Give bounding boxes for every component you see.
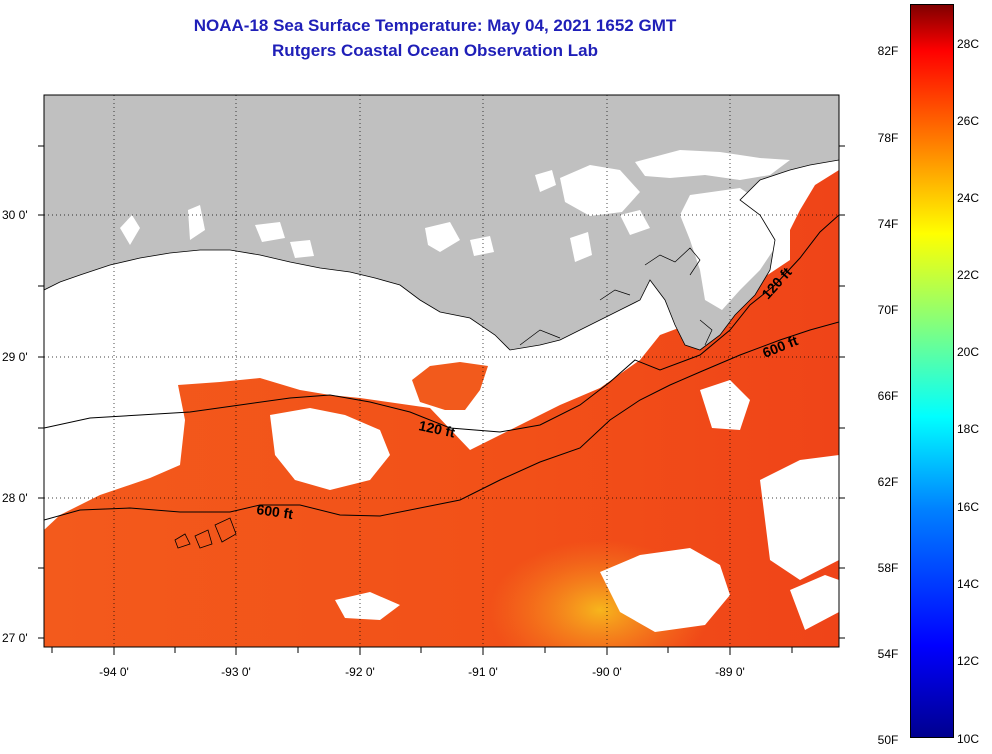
colorbar-f-label: 50F <box>877 733 899 747</box>
colorbar-f-label: 54F <box>877 647 899 661</box>
cloud-hole <box>760 455 839 580</box>
colorbar-c-label: 22C <box>956 268 979 282</box>
lon-tick-label: -92 0' <box>345 665 375 679</box>
marsh-detail <box>519 247 713 346</box>
lat-tick-label: 28 0' <box>2 491 28 505</box>
lat-tick-label: 30 0' <box>2 208 28 222</box>
cloud-hole <box>600 548 730 632</box>
colorbar-c-label: 18C <box>956 422 979 436</box>
colorbar-c-label: 14C <box>956 577 979 591</box>
map-frame <box>43 94 840 648</box>
colorbar-f-label: 78F <box>877 131 899 145</box>
lake <box>255 222 285 242</box>
colorbar-c-label: 24C <box>956 191 979 205</box>
temperature-colorbar <box>910 4 954 738</box>
lake <box>188 205 205 240</box>
lake <box>470 236 494 256</box>
graticule <box>44 95 839 647</box>
lon-tick-label: -91 0' <box>468 665 498 679</box>
colorbar-c-label: 28C <box>956 37 979 51</box>
lat-tick-label: 27 0' <box>2 631 28 645</box>
lake <box>635 150 790 180</box>
colorbar-f-label: 58F <box>877 561 899 575</box>
colorbar-f-label: 66F <box>877 389 899 403</box>
lon-tick-label: -94 0' <box>99 665 129 679</box>
cloud-hole <box>270 408 390 490</box>
lake <box>425 222 460 252</box>
lake <box>120 215 140 245</box>
colorbar-c-label: 16C <box>956 500 979 514</box>
colorbar-f-label: 62F <box>877 475 899 489</box>
map-title: NOAA-18 Sea Surface Temperature: May 04,… <box>193 16 677 35</box>
lat-tick-label: 29 0' <box>2 350 28 364</box>
lake <box>290 240 314 258</box>
lon-tick-label: -93 0' <box>221 665 251 679</box>
coastline <box>44 159 839 351</box>
lake <box>570 232 592 262</box>
sst-patch <box>412 362 488 410</box>
colorbar-c-label: 26C <box>956 114 979 128</box>
lon-tick-label: -89 0' <box>715 665 745 679</box>
sst-region <box>44 170 839 647</box>
colorbar-f-label: 82F <box>877 44 899 58</box>
contour-label: 600 ft <box>256 501 295 522</box>
cloud-hole <box>700 380 750 430</box>
contour-label: 120 ft <box>417 417 456 440</box>
map-subtitle: Rutgers Coastal Ocean Observation Lab <box>272 41 598 60</box>
colorbar-c-label: 20C <box>956 345 979 359</box>
cloud-hole <box>335 592 400 620</box>
contour-600ft <box>44 321 839 521</box>
lake <box>535 170 556 192</box>
lake <box>680 188 780 310</box>
colorbar-c-label: 10C <box>956 732 979 746</box>
lon-tick-label: -90 0' <box>592 665 622 679</box>
contour-loop <box>174 517 237 549</box>
lake <box>560 165 640 216</box>
land-mass <box>44 95 839 350</box>
lake <box>620 210 650 235</box>
axis-ticks <box>38 145 845 655</box>
cloud-hole <box>790 575 839 630</box>
colorbar-c-label: 12C <box>956 654 979 668</box>
colorbar-f-label: 74F <box>877 217 899 231</box>
contour-120ft <box>44 214 839 433</box>
colorbar-f-label: 70F <box>877 303 899 317</box>
